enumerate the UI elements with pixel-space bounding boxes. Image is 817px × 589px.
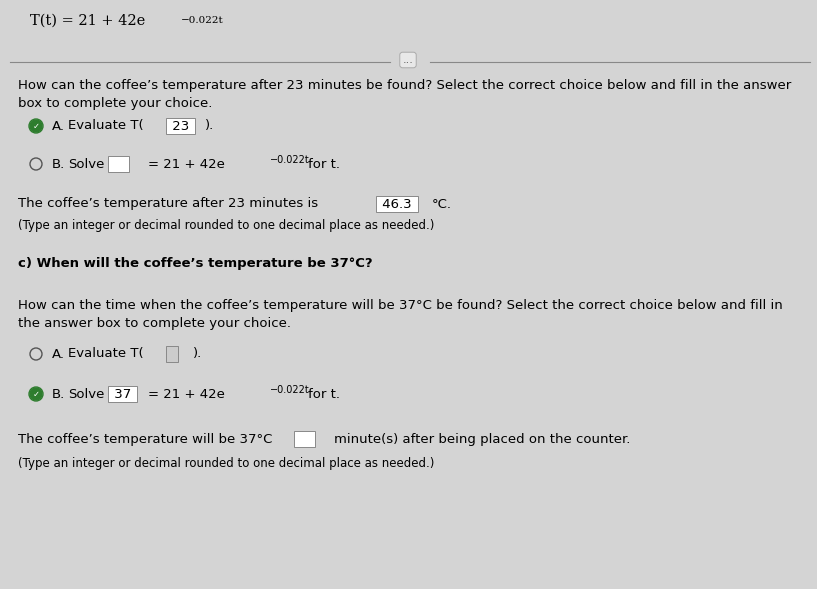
Text: Solve: Solve [68, 157, 105, 170]
Text: ).: ). [193, 348, 203, 360]
Text: A.: A. [52, 120, 65, 133]
Text: (Type an integer or decimal rounded to one decimal place as needed.): (Type an integer or decimal rounded to o… [18, 458, 435, 471]
Text: A.: A. [52, 348, 65, 360]
Text: B.: B. [52, 157, 65, 170]
Text: The coffee’s temperature will be 37°C: The coffee’s temperature will be 37°C [18, 432, 272, 445]
Text: (Type an integer or decimal rounded to one decimal place as needed.): (Type an integer or decimal rounded to o… [18, 220, 435, 233]
Text: −0.022t: −0.022t [181, 16, 224, 25]
Text: for t.: for t. [308, 157, 340, 170]
Text: minute(s) after being placed on the counter.: minute(s) after being placed on the coun… [334, 432, 631, 445]
Text: = 21 + 42e: = 21 + 42e [148, 388, 225, 401]
Text: −0.022t: −0.022t [270, 155, 310, 165]
Text: −0.022t: −0.022t [270, 385, 310, 395]
Circle shape [30, 120, 42, 132]
Text: ✓: ✓ [33, 121, 39, 131]
Text: 23: 23 [168, 120, 194, 133]
Text: ).: ). [205, 120, 214, 133]
Text: 37: 37 [110, 388, 136, 401]
Text: °C.: °C. [432, 197, 452, 210]
Text: The coffee’s temperature after 23 minutes is: The coffee’s temperature after 23 minute… [18, 197, 318, 210]
Text: = 21 + 42e: = 21 + 42e [148, 157, 225, 170]
Text: B.: B. [52, 388, 65, 401]
Text: 46.3: 46.3 [378, 197, 416, 210]
Text: for t.: for t. [308, 388, 340, 401]
Text: T(t) = 21 + 42e: T(t) = 21 + 42e [30, 14, 145, 28]
Text: Solve: Solve [68, 388, 105, 401]
Text: Evaluate T(: Evaluate T( [68, 120, 144, 133]
Text: How can the time when the coffee’s temperature will be 37°C be found? Select the: How can the time when the coffee’s tempe… [18, 299, 783, 330]
Text: c) When will the coffee’s temperature be 37°C?: c) When will the coffee’s temperature be… [18, 257, 373, 270]
Circle shape [30, 388, 42, 400]
Text: ...: ... [403, 55, 413, 65]
Text: ✓: ✓ [33, 389, 39, 399]
Text: How can the coffee’s temperature after 23 minutes be found? Select the correct c: How can the coffee’s temperature after 2… [18, 79, 791, 110]
Text: Evaluate T(: Evaluate T( [68, 348, 144, 360]
